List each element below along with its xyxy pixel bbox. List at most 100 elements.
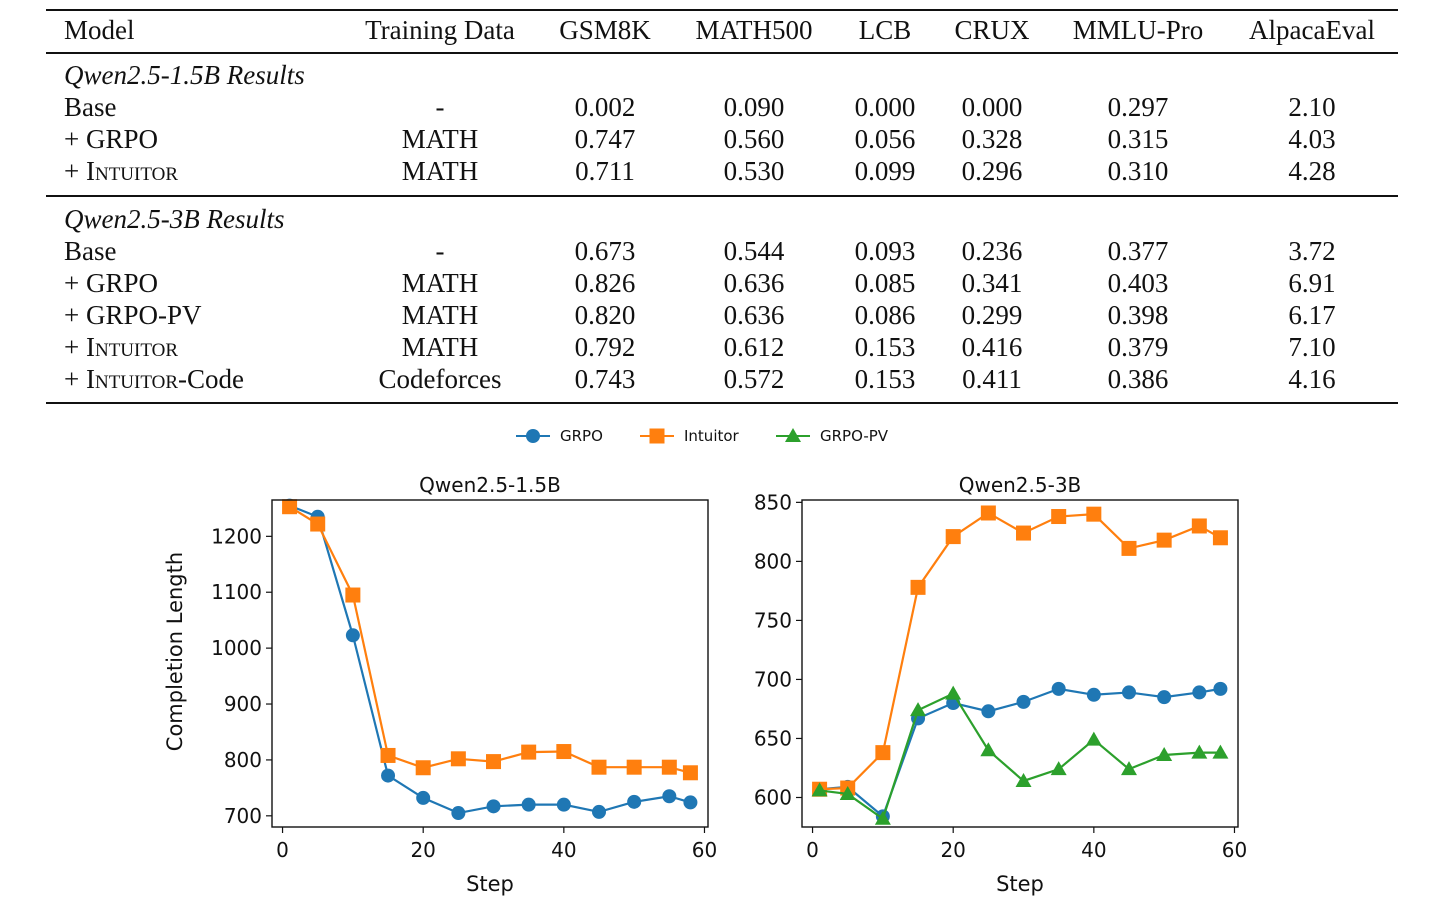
crux-cell: 0.411 <box>962 364 1022 394</box>
model-name-part: Intuitor <box>85 332 179 362</box>
lcb-cell: 0.056 <box>854 124 916 154</box>
mmlu-pro-cell: 0.398 <box>1107 300 1169 330</box>
model-name-part: + GRPO <box>64 268 158 298</box>
y-tick-label: 1000 <box>211 636 262 660</box>
data-point <box>486 799 501 814</box>
alpacaeval-cell: 4.16 <box>1288 364 1336 394</box>
data-point <box>682 765 698 781</box>
table-row: + GRPO MATH 0.747 0.560 0.056 0.328 0.315 4.03 <box>46 123 1398 155</box>
mmlu-pro-cell: 0.403 <box>1107 268 1169 298</box>
model-cell: + Intuitor <box>64 331 178 363</box>
data-point <box>521 744 537 760</box>
data-point <box>1051 509 1067 525</box>
x-tick-label: 60 <box>1222 838 1247 862</box>
model-cell: + GRPO <box>64 123 158 155</box>
training-data-cell: MATH <box>401 268 479 298</box>
x-tick-label: 20 <box>410 838 435 862</box>
mmlu-pro-cell: 0.297 <box>1107 92 1169 122</box>
data-point <box>980 505 996 521</box>
lcb-cell: 0.093 <box>854 236 916 266</box>
alpacaeval-cell: 4.03 <box>1288 124 1336 154</box>
data-point <box>591 759 607 775</box>
data-point <box>1016 694 1031 709</box>
data-point <box>345 587 361 603</box>
y-tick-label: 900 <box>224 692 262 716</box>
legend: GRPO Intuitor GRPO-PV <box>516 427 889 445</box>
data-point <box>1156 746 1173 761</box>
data-point <box>1212 744 1229 759</box>
gsm8k-cell: 0.673 <box>574 236 636 266</box>
model-cell: + Intuitor-Code <box>64 363 244 395</box>
legend-label: GRPO <box>560 427 603 445</box>
crux-cell: 0.236 <box>961 236 1023 266</box>
model-cell: Base <box>64 235 116 267</box>
table-row: Base - 0.673 0.544 0.093 0.236 0.377 3.72 <box>46 235 1398 267</box>
training-data-cell: - <box>435 236 445 266</box>
table-row: Base - 0.002 0.090 0.000 0.000 0.297 2.10 <box>46 91 1398 123</box>
chart-1: Qwen2.5-1.5B 0 20 40 60 700 800 900 1000 1100 1200… <box>163 473 717 896</box>
mmlu-pro-cell: 0.386 <box>1107 364 1169 394</box>
model-name-part: + <box>64 332 86 362</box>
y-axis-label: Completion Length <box>163 552 187 751</box>
lcb-cell: 0.153 <box>854 332 916 362</box>
data-point <box>1086 687 1101 702</box>
model-name-part: + GRPO-PV <box>64 300 202 330</box>
gsm8k-cell: 0.711 <box>575 156 635 186</box>
legend-item-grpo: GRPO <box>516 427 603 445</box>
data-point <box>1051 681 1066 696</box>
x-tick-label: 40 <box>551 838 576 862</box>
crux-cell: 0.299 <box>961 300 1023 330</box>
lcb-cell: 0.086 <box>854 300 916 330</box>
model-name-part: Intuitor <box>85 364 179 394</box>
data-point <box>910 702 927 717</box>
data-point <box>1015 772 1032 787</box>
alpacaeval-cell: 2.10 <box>1288 92 1336 122</box>
data-point <box>627 794 642 809</box>
lcb-cell: 0.000 <box>854 92 916 122</box>
y-tick-label: 800 <box>224 748 262 772</box>
series-intuitor <box>282 499 698 781</box>
training-data-cell: MATH <box>401 300 479 330</box>
table-row: + Intuitor MATH 0.711 0.530 0.099 0.296 0.310 4… <box>46 155 1398 187</box>
x-axis-label: Step <box>996 872 1044 896</box>
mmlu-pro-cell: 0.377 <box>1107 236 1169 266</box>
legend-marker-circle <box>526 429 540 443</box>
data-point <box>521 797 536 812</box>
data-point <box>874 810 891 825</box>
legend-label: Intuitor <box>684 427 740 445</box>
crux-cell: 0.000 <box>961 92 1023 122</box>
data-point <box>839 785 856 800</box>
crux-cell: 0.341 <box>961 268 1023 298</box>
x-axis-label: Step <box>466 872 514 896</box>
data-point <box>486 754 502 770</box>
alpacaeval-cell: 4.28 <box>1288 156 1336 186</box>
crux-cell: 0.296 <box>961 156 1023 186</box>
header-crux: CRUX <box>954 15 1030 45</box>
legend-marker-triangle <box>785 428 801 442</box>
crux-cell: 0.416 <box>961 332 1023 362</box>
math500-cell: 0.636 <box>723 268 785 298</box>
math500-cell: 0.636 <box>723 300 785 330</box>
data-point <box>662 789 677 804</box>
math500-cell: 0.090 <box>723 92 785 122</box>
y-tick-label: 600 <box>754 785 792 809</box>
data-point <box>626 759 642 775</box>
data-point <box>1212 530 1228 546</box>
table-section-rule <box>46 195 1398 197</box>
model-cell: + GRPO-PV <box>64 299 202 331</box>
crux-cell: 0.328 <box>961 124 1023 154</box>
header-training-data: Training Data <box>365 15 515 45</box>
data-point <box>661 759 677 775</box>
alpacaeval-cell: 7.10 <box>1288 332 1336 362</box>
table-bottom-rule <box>46 402 1398 404</box>
mmlu-pro-cell: 0.310 <box>1107 156 1169 186</box>
training-data-cell: MATH <box>401 124 479 154</box>
legend-item-grpo-pv: GRPO-PV <box>776 427 889 445</box>
training-data-cell: MATH <box>401 332 479 362</box>
mmlu-pro-cell: 0.379 <box>1107 332 1169 362</box>
model-name-part: + <box>64 156 86 186</box>
data-point <box>592 804 606 819</box>
alpacaeval-cell: 3.72 <box>1288 236 1336 266</box>
table-top-rule <box>46 9 1398 11</box>
y-tick-label: 1100 <box>211 580 262 604</box>
